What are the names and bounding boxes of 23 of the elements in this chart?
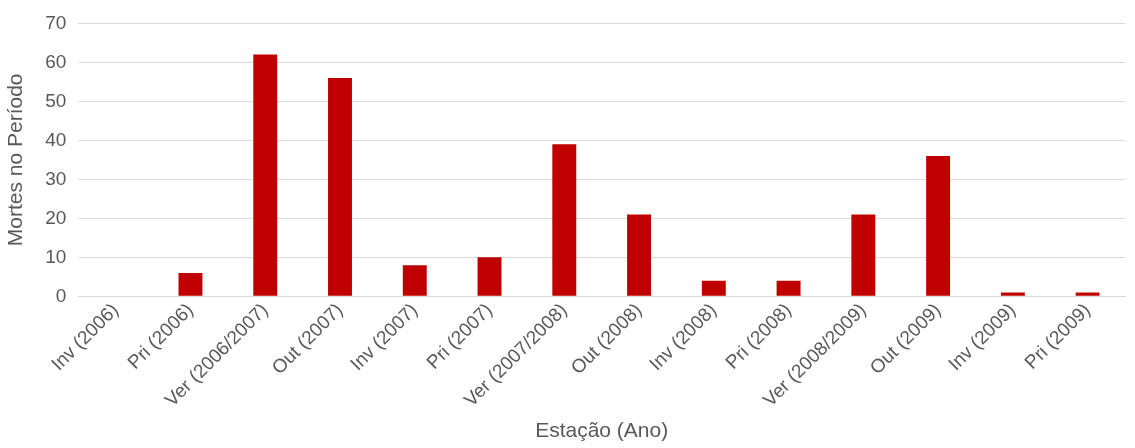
y-tick-label: 20 xyxy=(45,206,67,228)
bar xyxy=(776,280,801,296)
bar xyxy=(851,214,876,296)
bar xyxy=(701,280,726,296)
bar xyxy=(328,77,352,296)
bar xyxy=(552,144,577,296)
y-axis-title: Mortes no Período xyxy=(3,73,27,247)
x-axis-title: Estação (Ano) xyxy=(535,418,669,442)
bar xyxy=(627,214,652,296)
bar xyxy=(253,54,278,296)
bar xyxy=(1000,292,1025,296)
bar xyxy=(1075,292,1100,296)
y-tick-label: 30 xyxy=(45,167,67,189)
bar xyxy=(178,272,203,296)
y-tick-label: 70 xyxy=(45,11,67,33)
y-tick-label: 0 xyxy=(55,284,67,306)
y-tick-label: 50 xyxy=(45,89,67,111)
y-tick-label: 60 xyxy=(45,50,67,72)
bar xyxy=(402,265,427,296)
y-tick-label: 10 xyxy=(45,245,67,267)
y-tick-label: 40 xyxy=(45,128,67,150)
bar xyxy=(477,257,502,296)
bar xyxy=(926,155,951,296)
